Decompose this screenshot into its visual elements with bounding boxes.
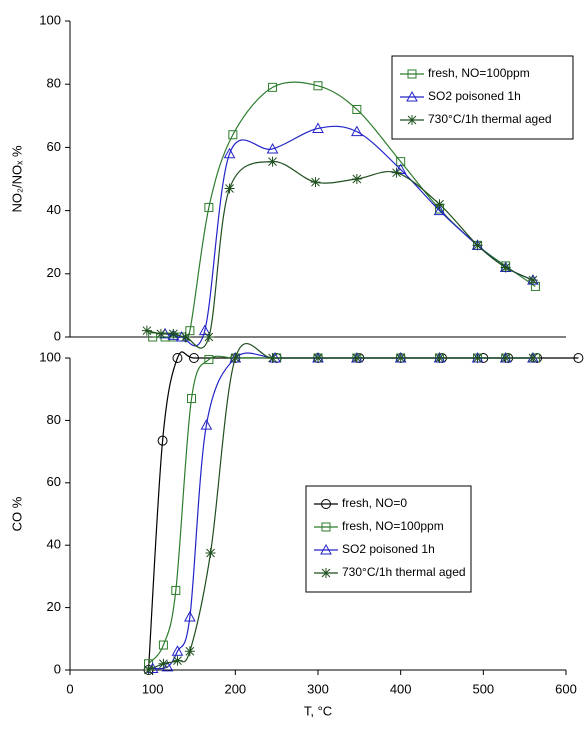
legend-label: fresh, NO=100ppm bbox=[342, 519, 444, 533]
y-tick-label: 80 bbox=[47, 412, 61, 427]
marker bbox=[223, 147, 236, 159]
marker bbox=[500, 353, 511, 363]
x-tick-label: 200 bbox=[224, 681, 246, 696]
marker bbox=[351, 353, 362, 363]
x-tick-label: 500 bbox=[472, 681, 494, 696]
marker bbox=[171, 585, 181, 595]
x-axis-label: T, °C bbox=[304, 703, 332, 718]
y-tick-label: 80 bbox=[47, 76, 61, 91]
y-tick-label: 0 bbox=[54, 661, 61, 676]
x-tick-label: 300 bbox=[307, 681, 329, 696]
legend-label: 730°C/1h thermal aged bbox=[428, 112, 552, 126]
x-tick-label: 400 bbox=[390, 681, 412, 696]
legend-marker bbox=[321, 568, 331, 578]
marker bbox=[168, 328, 179, 339]
legend-label: SO2 poisoned 1h bbox=[342, 542, 435, 556]
marker bbox=[267, 353, 278, 363]
marker bbox=[189, 353, 199, 363]
marker bbox=[394, 163, 407, 175]
marker bbox=[157, 435, 168, 446]
marker bbox=[573, 353, 584, 363]
marker bbox=[203, 332, 214, 342]
marker bbox=[187, 394, 197, 404]
marker bbox=[266, 142, 279, 154]
y-tick-label: 20 bbox=[47, 599, 61, 614]
marker bbox=[158, 658, 169, 669]
marker bbox=[184, 610, 196, 622]
marker bbox=[172, 655, 183, 666]
x-tick-label: 0 bbox=[66, 681, 73, 696]
y-axis-label: CO % bbox=[9, 496, 24, 531]
marker bbox=[310, 177, 321, 188]
marker bbox=[158, 640, 168, 650]
marker bbox=[267, 156, 278, 167]
y-tick-label: 40 bbox=[47, 537, 61, 552]
legend-marker bbox=[321, 499, 331, 509]
marker bbox=[143, 665, 154, 675]
marker bbox=[500, 262, 511, 273]
marker bbox=[224, 183, 235, 194]
marker bbox=[351, 174, 362, 184]
legend-marker bbox=[406, 90, 418, 102]
marker bbox=[204, 355, 214, 365]
marker bbox=[172, 353, 183, 363]
legend-marker bbox=[321, 522, 331, 532]
marker bbox=[205, 548, 216, 558]
y-tick-label: 100 bbox=[39, 349, 61, 364]
marker bbox=[155, 328, 166, 339]
legend-marker bbox=[320, 543, 332, 555]
marker bbox=[396, 157, 406, 167]
marker bbox=[352, 104, 362, 114]
y-tick-label: 20 bbox=[47, 265, 61, 280]
legend-label: fresh, NO=100ppm bbox=[428, 66, 530, 80]
marker bbox=[313, 81, 323, 91]
marker bbox=[141, 325, 152, 336]
marker bbox=[148, 332, 158, 342]
legend-marker bbox=[407, 115, 417, 125]
marker bbox=[527, 275, 538, 286]
marker bbox=[230, 353, 241, 363]
marker bbox=[228, 130, 238, 140]
y-tick-label: 60 bbox=[47, 139, 61, 154]
marker bbox=[161, 660, 174, 672]
marker bbox=[391, 167, 402, 178]
legend-marker bbox=[407, 69, 417, 79]
y-tick-label: 60 bbox=[47, 474, 61, 489]
marker bbox=[180, 332, 191, 342]
marker bbox=[313, 353, 323, 363]
y-axis-label: NO₂/NOₓ % bbox=[9, 145, 24, 213]
marker bbox=[434, 199, 445, 210]
y-tick-label: 40 bbox=[47, 202, 61, 217]
marker bbox=[200, 419, 213, 430]
y-tick-label: 0 bbox=[54, 328, 61, 343]
series-line bbox=[146, 161, 534, 349]
marker bbox=[351, 125, 363, 137]
marker bbox=[184, 646, 195, 657]
marker bbox=[312, 122, 324, 133]
legend-label: SO2 poisoned 1h bbox=[428, 89, 521, 103]
marker bbox=[268, 82, 278, 92]
y-tick-label: 100 bbox=[39, 12, 61, 27]
marker bbox=[434, 353, 445, 363]
legend-label: fresh, NO=0 bbox=[342, 496, 407, 510]
marker bbox=[472, 353, 483, 363]
series-line bbox=[164, 125, 534, 347]
marker bbox=[472, 240, 483, 251]
marker bbox=[198, 324, 211, 336]
x-tick-label: 600 bbox=[555, 681, 577, 696]
marker bbox=[395, 353, 406, 363]
marker bbox=[185, 326, 195, 336]
marker bbox=[204, 202, 214, 212]
marker bbox=[433, 204, 446, 216]
x-tick-label: 100 bbox=[142, 681, 164, 696]
marker bbox=[171, 645, 184, 656]
legend-label: 730°C/1h thermal aged bbox=[342, 565, 466, 579]
marker bbox=[527, 353, 538, 363]
